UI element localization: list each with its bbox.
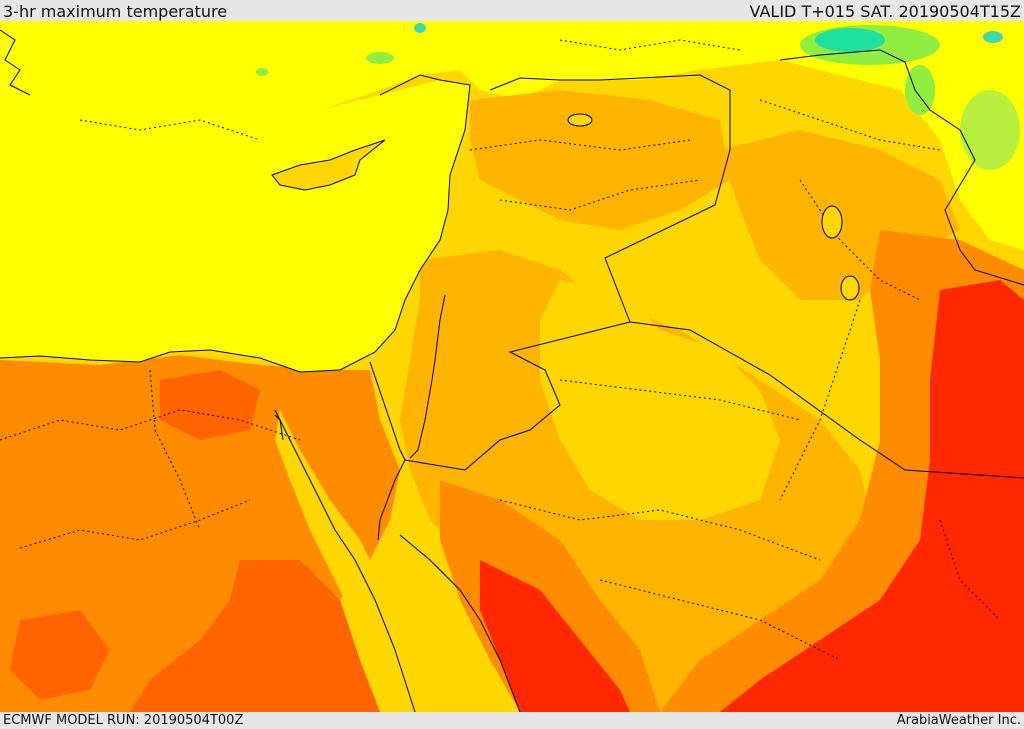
red-sea-light (275, 410, 440, 712)
temp-zone-green-5 (414, 23, 426, 33)
temp-zone-east-red (720, 280, 1024, 712)
lake-tharthar (821, 205, 843, 239)
temp-zone-aqua-2 (983, 31, 1003, 43)
lake-razzaza (840, 275, 860, 301)
temp-zone-aqua-1 (815, 28, 885, 52)
temp-zone-saudi-red (480, 560, 630, 712)
temp-zone-syria-orange (470, 90, 730, 230)
admin-boundaries (0, 39, 1001, 661)
valid-time: VALID T+015 SAT. 20190504T15Z (749, 2, 1021, 21)
map-canvas (0, 21, 1024, 712)
temp-zone-green-3 (905, 65, 935, 115)
temp-zone-green-4 (366, 52, 394, 64)
cyprus-island (271, 139, 386, 191)
temp-zone-hejaz-orange (440, 480, 660, 712)
country-borders (0, 29, 1024, 712)
credit-label: ArabiaWeather Inc. (896, 713, 1021, 728)
temp-zone-upper-egypt-dark (130, 560, 380, 712)
footer-bar: ECMWF MODEL RUN: 20190504T00Z ArabiaWeat… (0, 712, 1024, 729)
temp-zone-jordan-yellow (540, 280, 780, 520)
model-run-label: ECMWF MODEL RUN: 20190504T00Z (3, 713, 244, 728)
temp-zone-egypt-dark (160, 370, 260, 440)
temp-zone-north-yellow (0, 21, 1024, 250)
temperature-map[interactable] (0, 21, 1024, 712)
header-bar: 3-hr maximum temperature VALID T+015 SAT… (0, 0, 1024, 21)
temp-zone-green-2 (960, 90, 1020, 170)
lake-assad (567, 113, 593, 127)
map-title: 3-hr maximum temperature (3, 2, 228, 21)
temp-zone-green-6 (256, 68, 268, 76)
temp-zone-west-egypt (10, 610, 110, 700)
